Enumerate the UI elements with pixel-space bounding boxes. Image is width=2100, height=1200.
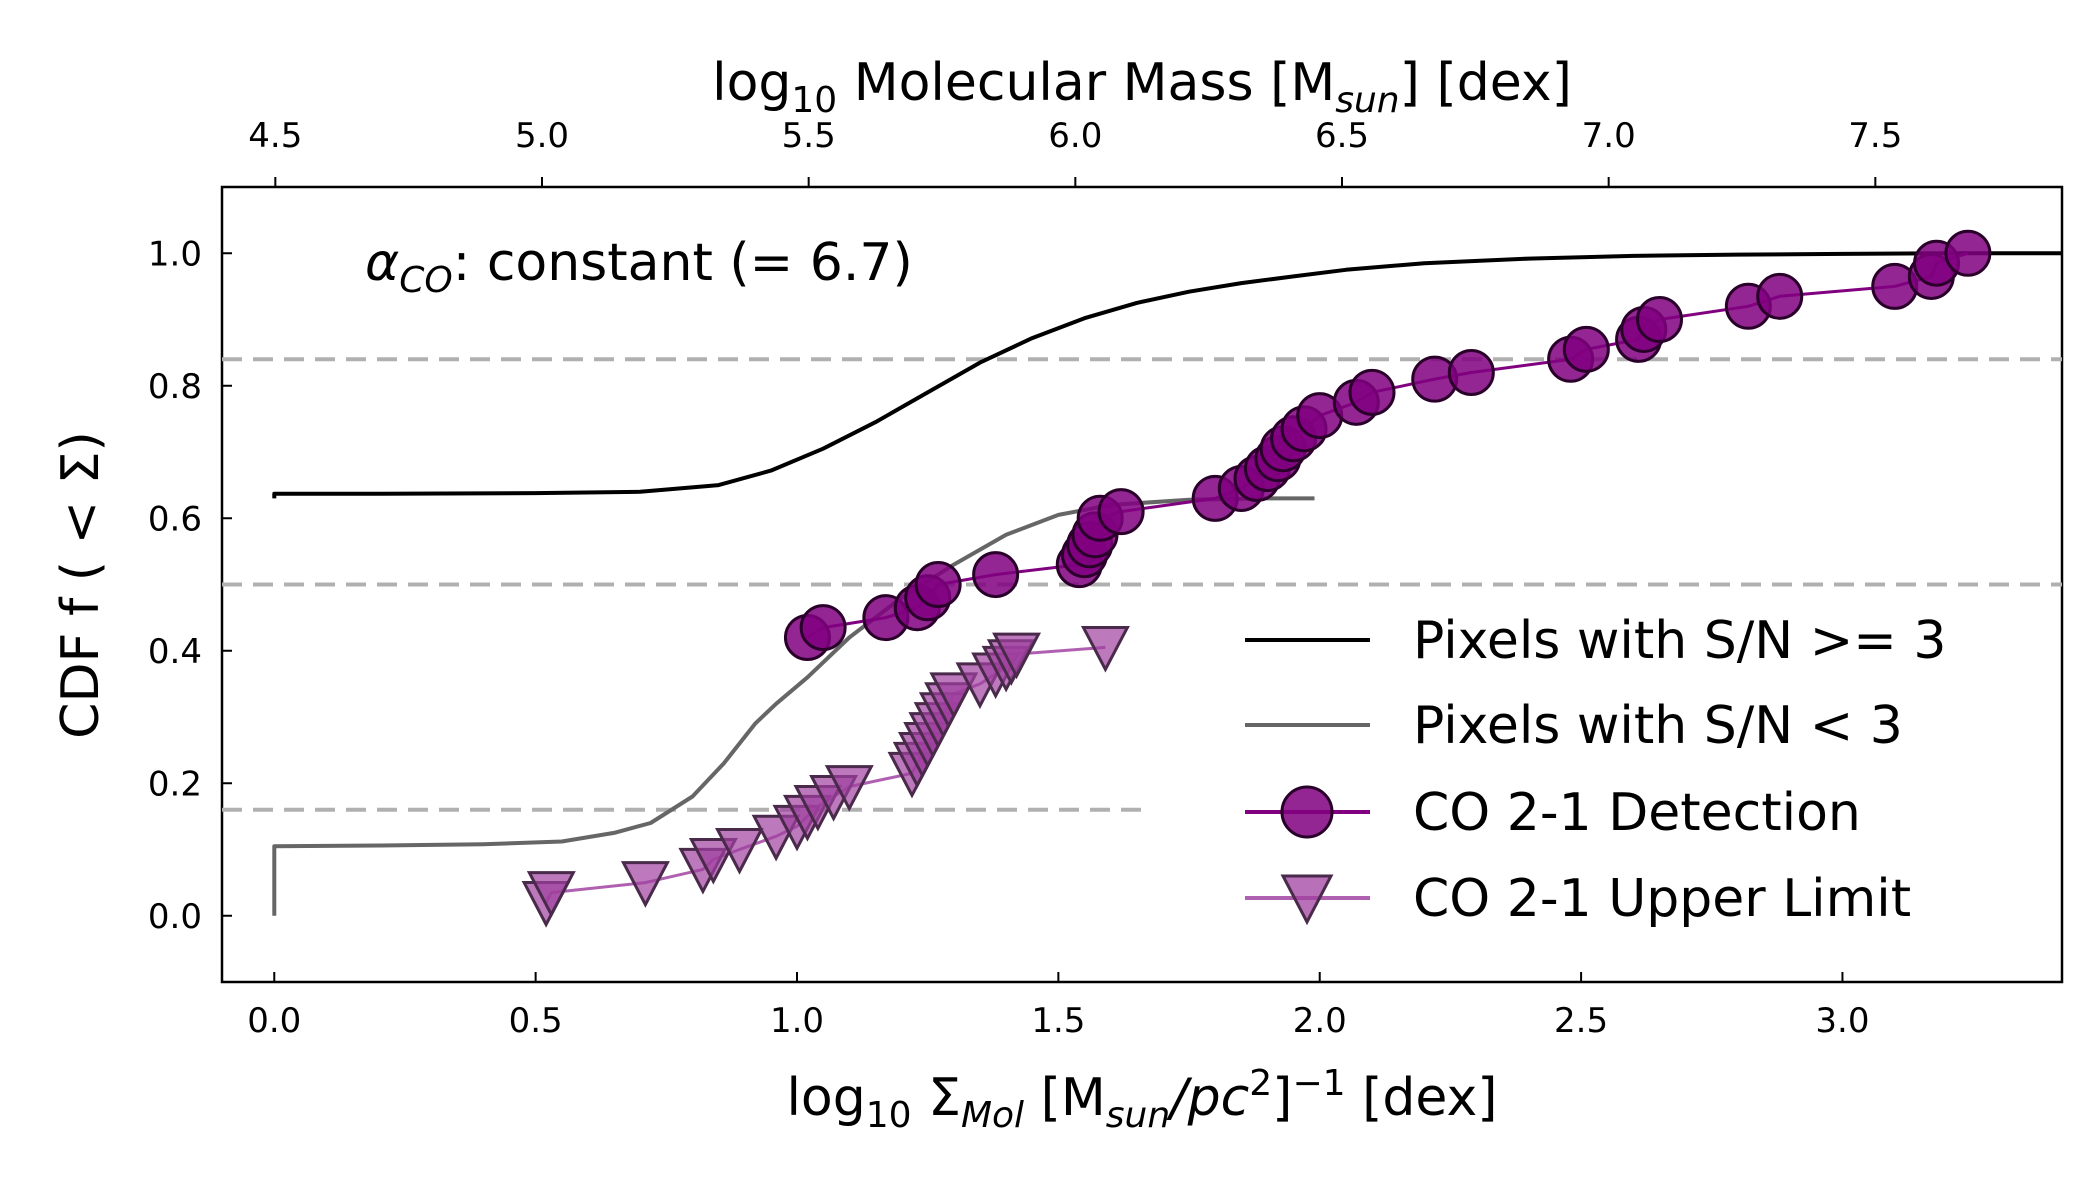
- top-x-tick-label: 4.5: [248, 116, 302, 156]
- y-tick-label: 0.0: [148, 897, 202, 937]
- upper-limit-point: [992, 632, 1042, 680]
- detection-point: [1756, 272, 1804, 320]
- upper-limit-point: [688, 837, 738, 885]
- upper-limit-point: [715, 828, 764, 875]
- upper-limit-point: [824, 765, 874, 812]
- y-tick-label: 0.8: [148, 367, 202, 407]
- x-axis-title: log10 ΣMol [Msun/pc2]−1 [dex]: [786, 1063, 1497, 1136]
- upper-limit-point: [1080, 625, 1130, 673]
- y-tick-label: 0.6: [148, 499, 202, 539]
- legend: Pixels with S/N >= 3 Pixels with S/N < 3…: [1245, 611, 1946, 929]
- x-tick-label: 2.5: [1554, 1001, 1608, 1041]
- x-tick-label: 0.0: [247, 1001, 301, 1041]
- y-axis-title: CDF f ( < Σ): [51, 431, 111, 739]
- legend-marker-upper-limit: [1280, 874, 1334, 926]
- legend-marker-detection: [1280, 785, 1334, 839]
- legend-label-upper-limit: CO 2-1 Upper Limit: [1413, 869, 1911, 929]
- detection-point: [1097, 488, 1145, 536]
- y-tick-label: 0.2: [148, 764, 202, 804]
- top-x-tick-label: 7.0: [1582, 116, 1636, 156]
- detection-point: [914, 561, 962, 608]
- x-tick-label: 1.5: [1031, 1001, 1085, 1041]
- y-tick-label: 1.0: [148, 234, 202, 274]
- detection-point: [1944, 229, 1992, 277]
- detection-point: [799, 604, 847, 652]
- axis-ticks: 0.0 0.5 1.0 1.5 2.0 2.5 3.0 0.0 0.2 0.4 0.6 0.8 1.0 4…: [148, 116, 1902, 1041]
- legend-label-sn-high: Pixels with S/N >= 3: [1413, 611, 1946, 671]
- detection-point: [1636, 296, 1683, 343]
- reference-lines: [222, 357, 2062, 812]
- top-axis-title: log10 Molecular Mass [Msun] [dex]: [712, 53, 1572, 121]
- upper-limit-point: [929, 672, 979, 720]
- legend-label-sn-low: Pixels with S/N < 3: [1413, 696, 1903, 756]
- x-tick-label: 2.0: [1293, 1001, 1347, 1041]
- legend-label-detection: CO 2-1 Detection: [1413, 783, 1861, 843]
- top-x-tick-label: 5.0: [515, 116, 569, 156]
- x-tick-label: 0.5: [509, 1001, 563, 1041]
- y-tick-label: 0.4: [148, 632, 202, 672]
- top-x-tick-label: 6.0: [1048, 116, 1102, 156]
- upper-limit-point: [526, 871, 576, 918]
- top-x-tick-label: 6.5: [1315, 116, 1369, 156]
- detection-point: [972, 551, 1020, 599]
- series-line-1: [272, 496, 1315, 916]
- series-markers: [521, 229, 1992, 928]
- detection-point: [1447, 349, 1495, 396]
- annotation: αCO: constant (= 6.7): [365, 233, 913, 301]
- detection-point: [1348, 368, 1396, 416]
- detection-point: [1562, 325, 1610, 373]
- upper-limit-point: [620, 861, 670, 908]
- top-x-tick-label: 7.5: [1848, 116, 1902, 156]
- x-tick-label: 1.0: [770, 1001, 824, 1041]
- top-x-tick-label: 5.5: [782, 116, 836, 156]
- x-tick-label: 3.0: [1815, 1001, 1869, 1041]
- series-line-0: [272, 251, 2062, 499]
